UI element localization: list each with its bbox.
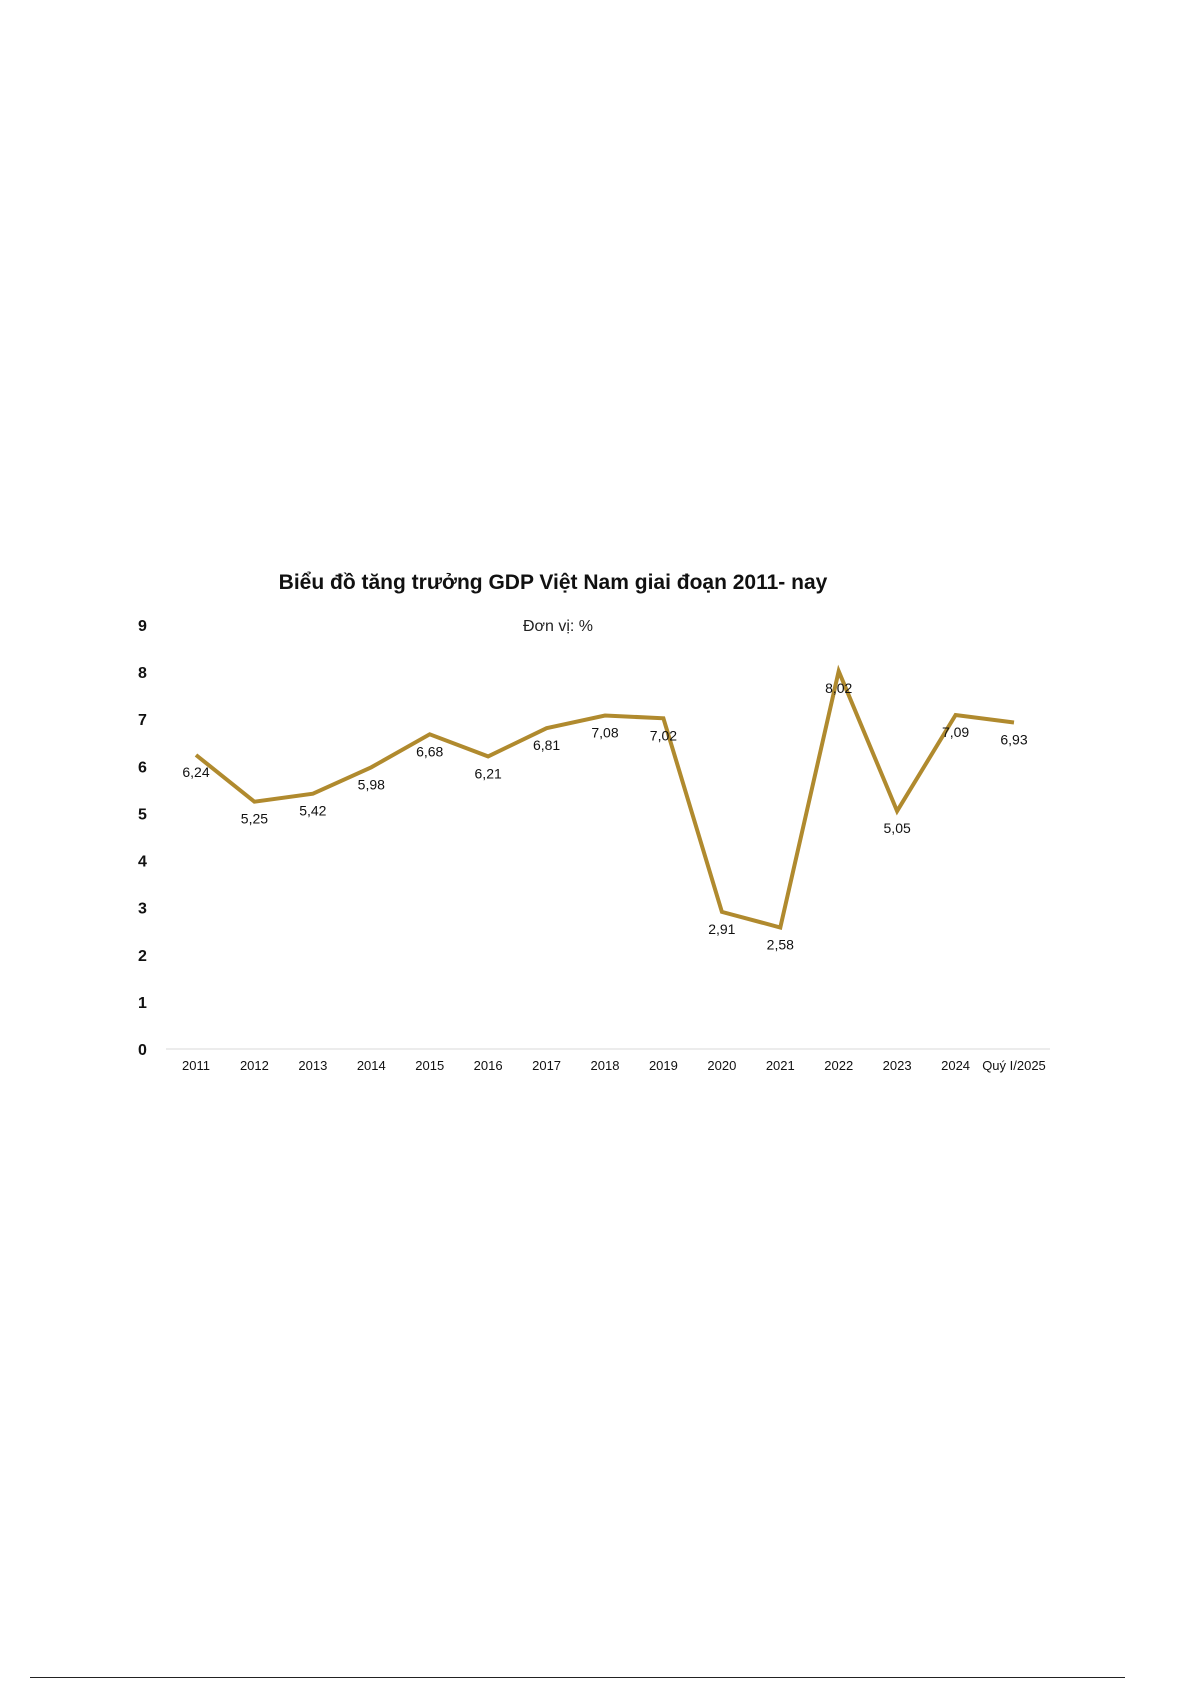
x-tick-label: 2017: [532, 1058, 561, 1073]
gdp-series-line: [194, 664, 1015, 930]
data-label: 7,02: [650, 727, 677, 743]
y-tick-label: 0: [138, 1042, 147, 1059]
x-tick-label: 2014: [357, 1058, 386, 1073]
data-label: 5,05: [884, 820, 911, 836]
x-tick-label: 2011: [182, 1058, 210, 1073]
data-label: 8,02: [825, 680, 852, 696]
data-label: 5,42: [299, 803, 326, 819]
data-label: 7,09: [942, 724, 969, 740]
y-tick-label: 3: [138, 901, 147, 918]
x-tick-label: 2015: [415, 1058, 444, 1073]
y-tick-label: 4: [138, 854, 147, 871]
y-tick-label: 5: [138, 806, 147, 823]
data-labels: 6,24 5,25 5,42 5,98 6,68 6,21 6,81 7,08 7,02 2,91…: [182, 680, 1027, 952]
x-tick-label: 2023: [883, 1058, 912, 1073]
data-label: 2,91: [708, 921, 735, 937]
x-tick-label: 2021: [766, 1058, 795, 1073]
x-tick-label: 2024: [941, 1058, 970, 1073]
data-label: 2,58: [767, 936, 794, 952]
y-tick-label: 7: [138, 712, 147, 729]
x-tick-label: 2016: [474, 1058, 503, 1073]
x-tick-label: 2012: [240, 1058, 269, 1073]
y-tick-label: 6: [138, 759, 147, 776]
y-tick-label: 1: [138, 995, 147, 1012]
x-tick-label: 2020: [707, 1058, 736, 1073]
y-tick-label: 9: [138, 618, 147, 635]
y-tick-label: 2: [138, 948, 147, 965]
x-tick-label: Quý I/2025: [982, 1058, 1046, 1073]
data-label: 6,81: [533, 737, 560, 753]
chart-container: Biểu đồ tăng trưởng GDP Việt Nam giai đo…: [128, 538, 1068, 1100]
gdp-line-chart: Biểu đồ tăng trưởng GDP Việt Nam giai đo…: [138, 571, 1050, 1073]
x-tick-label: 2022: [824, 1058, 853, 1073]
chart-title: Biểu đồ tăng trưởng GDP Việt Nam giai đo…: [279, 571, 828, 594]
chart-subtitle: Đơn vị: %: [523, 618, 593, 635]
data-label: 6,93: [1000, 732, 1027, 748]
x-tick-label: 2019: [649, 1058, 678, 1073]
y-tick-label: 8: [138, 665, 147, 682]
data-label: 5,98: [358, 776, 385, 792]
x-tick-label: 2018: [591, 1058, 620, 1073]
x-axis: 2011 2012 2013 2014 2015 2016 2017 2018 2019 2020…: [182, 1058, 1046, 1073]
data-label: 6,21: [475, 765, 502, 781]
y-axis: 0 1 2 3 4 5 6 7 8 9: [138, 618, 147, 1059]
data-label: 7,08: [591, 724, 618, 740]
data-label: 5,25: [241, 811, 268, 827]
data-label: 6,68: [416, 743, 443, 759]
page-bottom-rule: [30, 1677, 1125, 1678]
data-label: 6,24: [182, 764, 209, 780]
x-tick-label: 2013: [298, 1058, 327, 1073]
